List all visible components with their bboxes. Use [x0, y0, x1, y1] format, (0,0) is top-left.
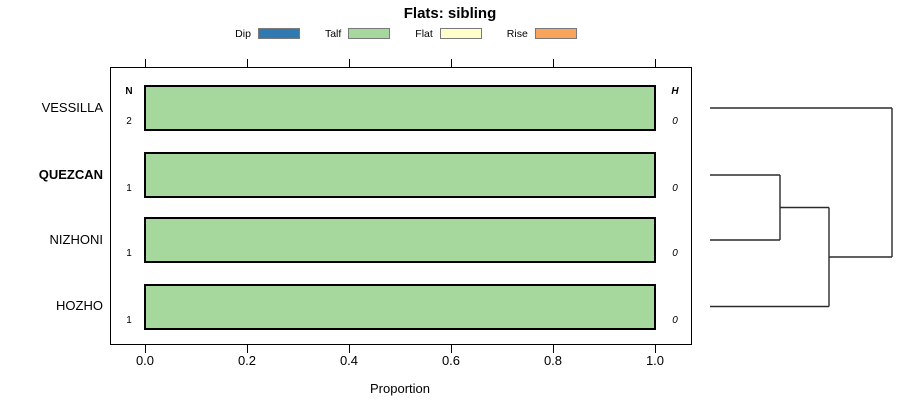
- row-label-vessilla: VESSILLA: [41, 100, 103, 115]
- plot-area: [110, 67, 692, 345]
- n-value: 2: [126, 116, 132, 127]
- legend-label-flat: Flat: [415, 27, 433, 40]
- n-value: 1: [126, 248, 132, 259]
- legend-item-flat: Flat: [415, 28, 482, 40]
- legend: Dip Talf Flat Rise: [0, 26, 812, 41]
- h-value: 0: [672, 183, 678, 194]
- legend-item-dip: Dip: [235, 28, 300, 40]
- top-tick-0.0: [145, 59, 146, 67]
- legend-item-rise: Rise: [507, 28, 577, 40]
- top-tick-0.6: [451, 59, 452, 67]
- legend-swatch-talf: [348, 28, 391, 39]
- legend-swatch-dip: [257, 28, 300, 39]
- n-value: 1: [126, 315, 132, 326]
- row-label-hozho: HOZHO: [56, 298, 103, 313]
- legend-label-talf: Talf: [324, 27, 342, 40]
- h-value: 0: [672, 315, 678, 326]
- legend-swatch-rise: [534, 28, 577, 39]
- dendrogram: [710, 107, 893, 308]
- bar-hozho-talf: [144, 284, 656, 330]
- top-tick-0.2: [247, 59, 248, 67]
- h-value: 0: [672, 116, 678, 127]
- dendrogram-lines: [710, 107, 893, 308]
- bottom-tick-0.4: [349, 345, 350, 353]
- bar-vessilla-talf: [144, 85, 656, 131]
- x-tick-label: 0.0: [135, 353, 155, 368]
- bar-nizhoni-talf: [144, 217, 656, 263]
- legend-label-dip: Dip: [235, 27, 251, 40]
- bottom-tick-0.0: [145, 345, 146, 353]
- top-tick-0.4: [349, 59, 350, 67]
- top-tick-1.0: [655, 59, 656, 67]
- bar-quezcan-talf: [144, 152, 656, 198]
- legend-item-talf: Talf: [324, 27, 391, 40]
- h-value: 0: [672, 248, 678, 259]
- n-value: 1: [126, 183, 132, 194]
- legend-swatch-flat: [439, 28, 482, 39]
- x-tick-label: 0.4: [339, 353, 359, 368]
- bottom-tick-1.0: [655, 345, 656, 353]
- h-column-header: H: [671, 86, 679, 97]
- x-tick-label: 1.0: [645, 353, 665, 368]
- row-label-quezcan: QUEZCAN: [38, 167, 103, 182]
- x-tick-label: 0.2: [237, 353, 257, 368]
- top-tick-0.8: [553, 59, 554, 67]
- x-tick-label: 0.6: [441, 353, 461, 368]
- chart-title: Flats: sibling: [403, 5, 497, 22]
- bottom-tick-0.6: [451, 345, 452, 353]
- row-label-nizhoni: NIZHONI: [49, 232, 103, 247]
- bottom-tick-0.8: [553, 345, 554, 353]
- x-axis-title: Proportion: [370, 381, 430, 396]
- n-column-header: N: [125, 86, 133, 97]
- x-tick-label: 0.8: [543, 353, 563, 368]
- legend-label-rise: Rise: [506, 27, 528, 40]
- bottom-tick-0.2: [247, 345, 248, 353]
